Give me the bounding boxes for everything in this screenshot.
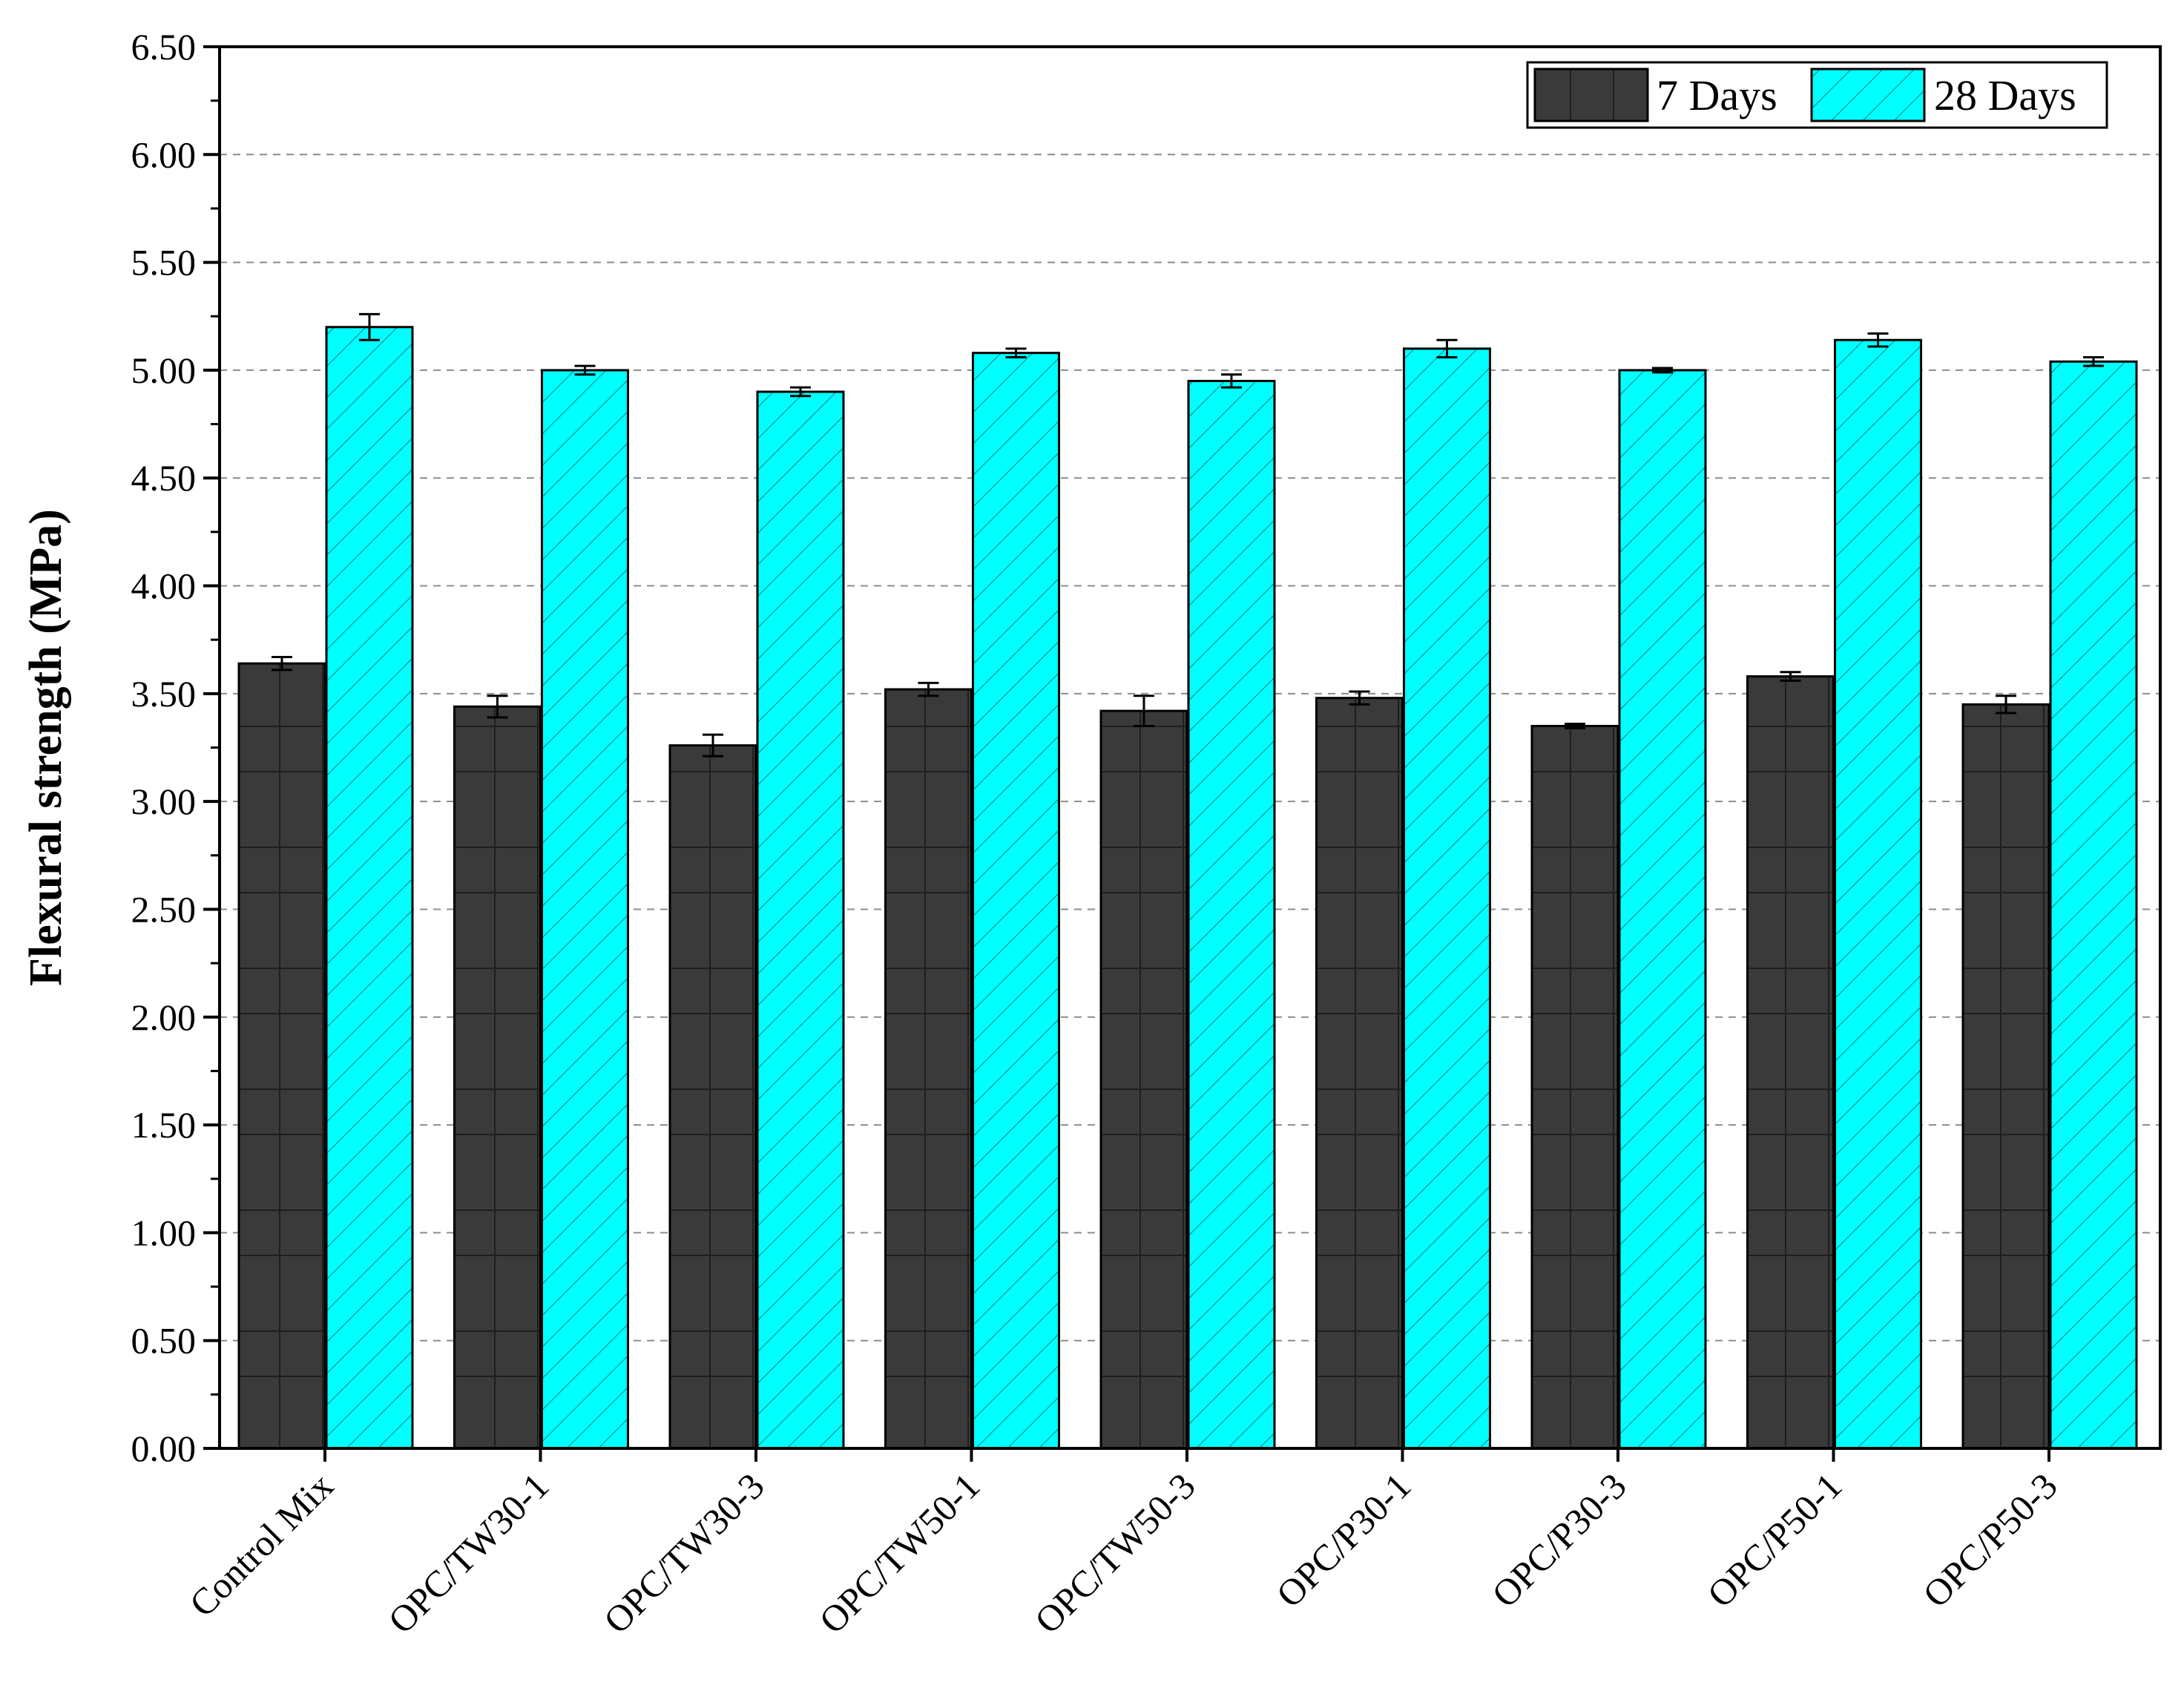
bar-7-days-5 — [1315, 697, 1404, 1450]
x-tick-label: OPC/P30-3 — [1484, 1465, 1634, 1615]
bars — [237, 326, 2138, 1450]
y-axis: 0.00 0.50 1.00 1.50 2.00 2.50 3.00 3.50 4.00 4.50… — [131, 26, 220, 1469]
legend-swatch-7-days — [1533, 68, 1649, 122]
bar-7-days-6 — [1530, 724, 1619, 1450]
y-tick-label: 1.50 — [131, 1104, 197, 1146]
bar-7-days-7 — [1746, 675, 1835, 1450]
x-tick-label: OPC/P50-3 — [1915, 1465, 2065, 1615]
bar-28-days-1 — [541, 369, 629, 1450]
bar-28-days-6 — [1618, 369, 1707, 1450]
y-tick-label: 0.50 — [131, 1320, 197, 1362]
x-tick-label: OPC/P50-1 — [1700, 1465, 1850, 1615]
y-tick-label: 6.50 — [131, 26, 197, 68]
x-tick-label: OPC/TW50-1 — [811, 1465, 987, 1641]
x-tick-label: OPC/TW50-3 — [1027, 1465, 1203, 1641]
x-tick-label: OPC/TW30-3 — [596, 1465, 772, 1641]
x-tick-label: OPC/TW30-1 — [380, 1465, 556, 1641]
legend: 7 Days 28 Days — [1526, 61, 2108, 129]
x-tick-label: Control Mix — [181, 1465, 341, 1624]
bar-7-days-8 — [1961, 703, 2050, 1450]
bar-7-days-1 — [453, 705, 542, 1450]
y-tick-label: 4.50 — [131, 457, 197, 499]
bar-28-days-7 — [1834, 338, 1922, 1450]
y-tick-label: 2.50 — [131, 888, 197, 930]
x-tick-label: OPC/P30-1 — [1269, 1465, 1419, 1615]
bar-7-days-3 — [884, 688, 973, 1450]
bar-28-days-4 — [1187, 379, 1276, 1450]
legend-label-7-days: 7 Days — [1657, 71, 1777, 119]
bar-7-days-2 — [668, 744, 757, 1450]
bar-28-days-0 — [325, 326, 414, 1450]
y-tick-label: 3.00 — [131, 781, 197, 822]
bar-7-days-4 — [1099, 709, 1188, 1450]
bar-28-days-3 — [972, 352, 1060, 1450]
y-tick-label: 2.00 — [131, 996, 197, 1038]
bar-28-days-2 — [756, 390, 845, 1450]
y-axis-title: Flexural strength (MPa) — [21, 509, 71, 986]
y-tick-label: 6.00 — [131, 134, 197, 175]
y-tick-label: 4.00 — [131, 565, 197, 607]
bar-7-days-0 — [237, 662, 326, 1450]
legend-swatch-28-days — [1810, 68, 1926, 122]
x-axis: Control Mix OPC/TW30-1 OPC/TW30-3 OPC/TW50-… — [181, 1448, 2065, 1641]
y-tick-label: 3.50 — [131, 673, 197, 715]
y-tick-label: 0.00 — [131, 1428, 197, 1469]
bar-28-days-8 — [2049, 360, 2138, 1450]
y-tick-label: 5.00 — [131, 349, 197, 391]
y-tick-label: 1.00 — [131, 1212, 197, 1253]
legend-label-28-days: 28 Days — [1934, 71, 2076, 119]
bar-28-days-5 — [1403, 347, 1491, 1450]
error-bars — [272, 312, 2104, 758]
y-tick-label: 5.50 — [131, 242, 197, 283]
